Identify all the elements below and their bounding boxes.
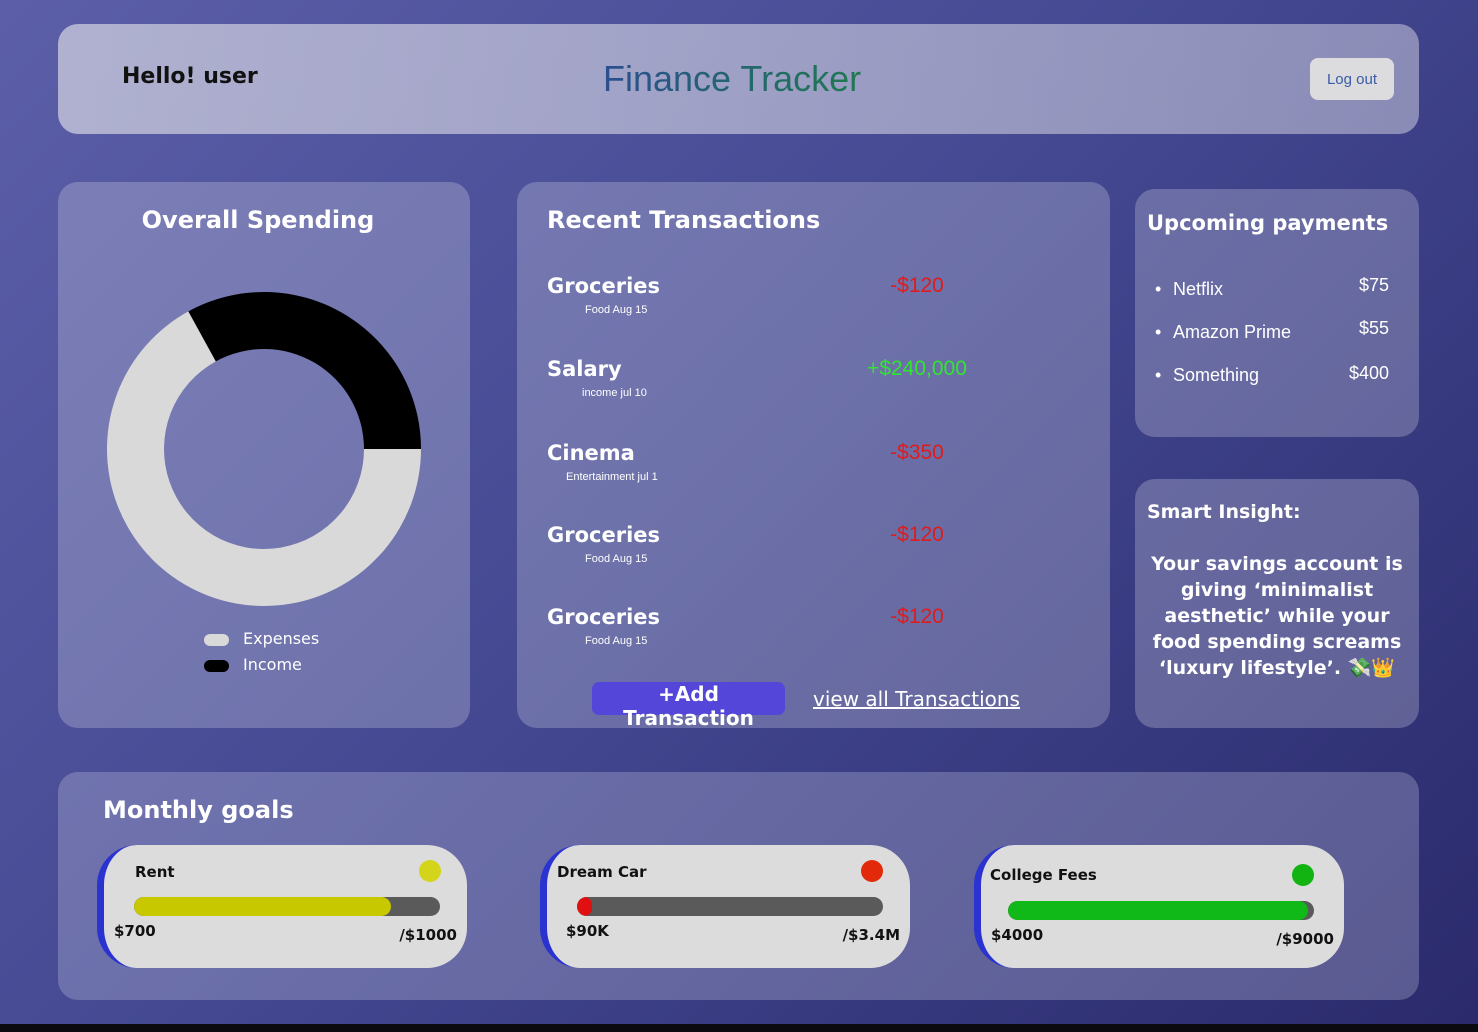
greeting: Hello! user [122, 64, 258, 89]
transactions-title: Recent Transactions [547, 206, 821, 234]
transaction-name: Salary [547, 357, 622, 381]
spending-donut-chart [106, 292, 421, 606]
goal-current: $700 [114, 922, 156, 940]
transaction-row[interactable]: Groceries Food Aug 15 -$120 [547, 523, 1067, 583]
goal-progress-fill [577, 897, 593, 916]
goal-progress-bar [577, 897, 883, 916]
insight-title: Smart Insight: [1147, 501, 1301, 523]
transaction-detail: Food Aug 15 [585, 553, 648, 565]
upcoming-payments-panel: Upcoming payments • Netflix $75 • Amazon… [1135, 189, 1419, 437]
transaction-row[interactable]: Groceries Food Aug 15 -$120 [547, 605, 1067, 665]
goal-card-college-fees[interactable]: College Fees $4000 /$9000 [974, 845, 1344, 968]
goal-target: /$1000 [399, 926, 457, 944]
recent-transactions-panel: Recent Transactions Groceries Food Aug 1… [517, 182, 1110, 730]
transaction-row[interactable]: Salary income jul 10 +$240,000 [547, 357, 1067, 417]
payment-amount: $400 [1348, 363, 1389, 383]
transaction-amount: -$120 [890, 605, 944, 628]
transaction-name: Groceries [547, 274, 661, 298]
goal-card-dream-car[interactable]: Dream Car $90K /$3.4M [540, 845, 910, 968]
bullet: • [1155, 365, 1162, 385]
insight-text: Your savings account is giving ‘minimali… [1151, 553, 1403, 679]
goal-current: $4000 [991, 926, 1044, 944]
transaction-row[interactable]: Cinema Entertainment jul 1 -$350 [547, 441, 1067, 501]
header-bar: Hello! user Finance Tracker Log out [58, 24, 1419, 134]
donut-slice-expenses [106, 311, 421, 606]
transaction-detail: income jul 10 [582, 387, 647, 399]
legend-label-income: Income [243, 655, 302, 674]
transaction-name: Groceries [547, 605, 661, 629]
legend-swatch-income [204, 659, 229, 672]
donut-slice-income [188, 292, 421, 449]
goal-progress-fill [134, 897, 392, 916]
payment-name: Something [1173, 365, 1260, 385]
payment-amount: $55 [1358, 318, 1389, 338]
goals-title: Monthly goals [103, 796, 294, 824]
goal-progress-bar [1008, 901, 1314, 920]
goal-progress-fill [1008, 901, 1308, 920]
goal-name: Dream Car [557, 863, 647, 881]
goal-target: /$3.4M [842, 926, 900, 944]
bullet: • [1155, 279, 1162, 299]
view-all-transactions-link[interactable]: view all Transactions [813, 687, 1020, 711]
transaction-detail: Food Aug 15 [585, 635, 648, 647]
transaction-amount: -$120 [890, 274, 944, 297]
legend-label-expenses: Expenses [243, 629, 320, 648]
transaction-detail: Food Aug 15 [585, 304, 648, 316]
add-transaction-button[interactable]: +Add Transaction [592, 682, 785, 730]
goal-current: $90K [566, 922, 609, 940]
transaction-amount: +$240,000 [867, 357, 967, 380]
logout-button[interactable]: Log out [1310, 58, 1394, 100]
monthly-goals-panel: Monthly goals Rent $700 /$1000 Dream Car… [58, 772, 1419, 1000]
goal-name: Rent [135, 863, 175, 881]
spending-title: Overall Spending [141, 206, 375, 234]
transaction-row[interactable]: Groceries Food Aug 15 -$120 [547, 274, 1067, 334]
app-title: Finance Tracker [603, 58, 862, 99]
transaction-name: Cinema [547, 441, 635, 465]
goal-status-dot [1292, 864, 1314, 886]
transaction-amount: -$350 [890, 441, 944, 464]
transaction-amount: -$120 [890, 523, 944, 546]
payment-name: Amazon Prime [1173, 322, 1292, 342]
goal-card-rent[interactable]: Rent $700 /$1000 [97, 845, 467, 968]
transaction-detail: Entertainment jul 1 [566, 471, 658, 483]
goal-status-dot [419, 860, 441, 882]
smart-insight-panel: Smart Insight: Your savings account is g… [1135, 479, 1419, 728]
legend-swatch-expenses [204, 633, 229, 646]
goal-name: College Fees [990, 866, 1097, 884]
legend-income: Income [204, 655, 302, 674]
goal-progress-bar [134, 897, 440, 916]
payment-amount: $75 [1358, 275, 1389, 295]
transaction-name: Groceries [547, 523, 661, 547]
goal-status-dot [861, 860, 883, 882]
goal-target: /$9000 [1276, 930, 1334, 948]
bullet: • [1155, 322, 1162, 342]
overall-spending-panel: Overall Spending Expenses Income [58, 182, 470, 728]
payment-name: Netflix [1173, 279, 1224, 299]
upcoming-title: Upcoming payments [1147, 211, 1389, 235]
legend-expenses: Expenses [204, 629, 319, 648]
